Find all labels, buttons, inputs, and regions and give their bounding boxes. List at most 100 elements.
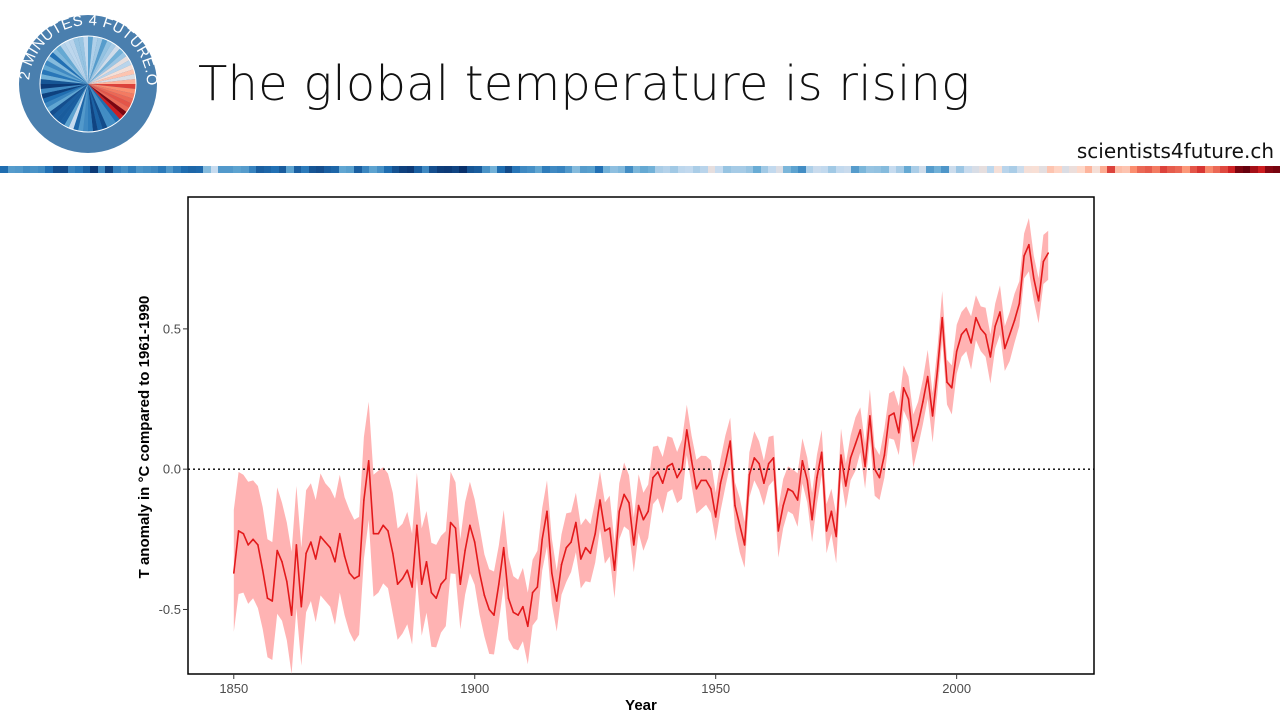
data-point-1945 [690,460,693,462]
stripe [994,166,1002,173]
data-point-1976 [840,454,842,456]
data-point-1873 [343,555,346,557]
stripe [165,166,174,173]
stripe [798,166,806,173]
data-point-1904 [493,614,495,616]
data-point-1953 [729,440,731,442]
stripe [218,166,226,173]
stripe [1107,166,1115,173]
x-axis: 1850 1900 1950 2000 [219,674,971,696]
data-point-1879 [372,532,375,535]
stripe [414,166,422,173]
stripe [1212,166,1221,173]
stripe [1159,166,1168,173]
data-point-1878 [367,460,370,462]
stripe [1137,166,1145,173]
data-point-1908 [512,611,515,614]
logo-wedge [46,84,88,113]
logo-wedge [88,84,103,131]
stripe [662,166,671,173]
data-point-2005 [980,328,982,330]
stripe [97,166,106,173]
stripe [301,166,309,173]
stripe [602,166,611,173]
logo-wedge [88,35,94,84]
data-point-1882 [387,530,389,532]
logo-wedge [49,51,88,84]
data-point-2012 [1013,319,1016,322]
logo-wedge [88,78,136,84]
data-point-1936 [647,510,649,513]
data-point-1903 [488,608,491,611]
data-point-1940 [666,465,669,468]
data-point-1928 [608,527,611,529]
data-point-1917 [555,600,558,602]
logo-wedge [41,69,88,84]
data-point-1925 [594,532,596,535]
data-point-1915 [546,510,548,513]
data-point-1986 [888,415,890,417]
stripe [7,166,16,173]
logo-wedge [73,37,88,84]
data-point-1965 [787,488,789,490]
data-point-1941 [671,462,674,465]
data-point-1969 [806,479,809,482]
logo-wedge [78,84,88,132]
data-point-1998 [946,381,948,384]
stripe [1235,166,1243,173]
stripe [572,166,580,173]
logo-wedge [82,35,88,84]
stripe [971,166,980,173]
stripe [700,166,708,173]
logo-wedge [40,74,88,84]
data-point-1880 [377,532,380,535]
stripe [1099,166,1108,173]
data-point-1930 [618,510,621,513]
stripe [143,166,151,173]
data-point-1871 [334,561,336,563]
logo-wedge [73,84,88,131]
data-point-2009 [999,311,1001,313]
data-point-1997 [941,316,943,319]
stripe [579,166,588,173]
stripe [361,166,370,173]
data-point-1996 [936,370,939,372]
data-point-1972 [820,451,823,454]
stripe [918,166,927,173]
stripe [384,166,392,173]
data-point-1956 [743,544,746,546]
data-point-1885 [401,577,404,580]
logo-wedge [46,55,88,84]
stripe [542,166,550,173]
data-point-2001 [960,333,963,336]
data-point-1948 [705,479,707,482]
stripe [715,166,723,173]
stripe [805,166,814,173]
stripe [1227,166,1236,173]
logo-wedge [39,84,88,90]
stripe [60,166,68,173]
logo-wedge [55,84,88,123]
stripe [263,166,272,173]
data-point-1989 [902,387,905,389]
logo-wedge [88,48,124,84]
data-point-1975 [835,535,837,538]
x-tick-label: 1900 [460,681,489,696]
data-point-1992 [917,423,919,426]
stripe [369,166,377,173]
data-point-1916 [551,572,553,574]
data-point-1895 [449,521,452,524]
data-point-1929 [613,569,616,571]
stripe [610,166,618,173]
stripe [210,166,219,173]
data-point-1954 [734,504,736,507]
stripe [105,166,113,173]
stripe [1189,166,1198,173]
stripe [195,166,204,173]
stripe [391,166,400,173]
stripe [820,166,829,173]
logo-wedge [64,84,88,128]
stripe [888,166,897,173]
logo-wedge [42,84,88,104]
data-point-1869 [324,541,327,543]
